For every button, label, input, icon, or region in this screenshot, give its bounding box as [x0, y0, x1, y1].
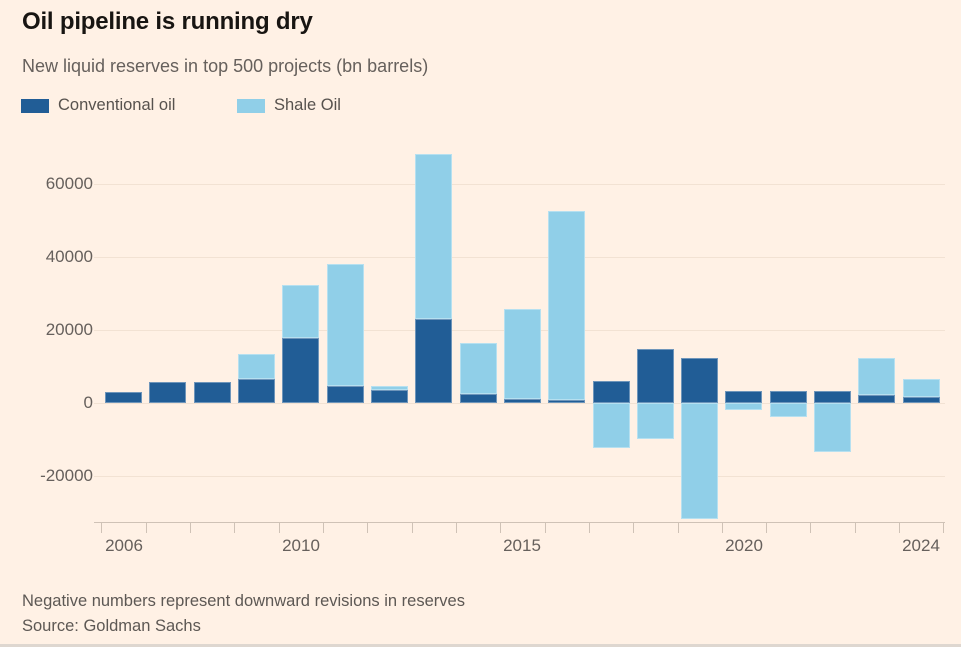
bar-conventional-2016: [548, 400, 585, 403]
bar-conventional-2008: [194, 382, 231, 403]
bar-shale-2016: [548, 211, 585, 401]
legend-label: Shale Oil: [274, 96, 341, 114]
legend-label: Conventional oil: [58, 96, 176, 114]
conventional-oil-swatch-icon: [21, 98, 49, 113]
bar-conventional-2007: [149, 381, 186, 403]
x-axis-tick: [589, 523, 590, 533]
y-axis-label: 0: [83, 393, 93, 412]
bar-conventional-2010: [282, 337, 319, 403]
bar-conventional-2021: [770, 390, 807, 403]
x-axis-tick: [855, 523, 856, 533]
bar-conventional-2020: [725, 390, 762, 403]
legend-item-conventional-oil: Conventional oil: [21, 96, 175, 115]
x-axis-tick: [545, 523, 546, 533]
bar-shale-2009: [238, 354, 275, 379]
bar-conventional-2015: [504, 398, 541, 403]
x-axis-tick: [500, 523, 501, 533]
x-axis-tick: [412, 523, 413, 533]
bar-shale-2019: [681, 403, 718, 520]
chart-title: Oil pipeline is running dry: [22, 8, 313, 35]
x-axis-tick: [943, 523, 944, 533]
bar-conventional-2023: [858, 395, 895, 403]
x-axis-tick: [101, 523, 102, 533]
x-axis-label-2020: 2020: [725, 536, 763, 555]
bar-conventional-2019: [681, 358, 718, 403]
x-axis-line: [94, 522, 945, 523]
gridline--20000: [94, 476, 945, 477]
x-axis-tick: [899, 523, 900, 533]
bar-conventional-2009: [238, 378, 275, 403]
bar-conventional-2022: [814, 390, 851, 403]
bar-conventional-2011: [327, 385, 364, 403]
gridline-0: [94, 403, 945, 404]
x-axis-tick: [456, 523, 457, 533]
x-axis-label-2015: 2015: [503, 536, 541, 555]
y-axis-label: 20000: [45, 320, 93, 339]
bar-conventional-2014: [460, 393, 497, 403]
shale-oil-swatch-icon: [237, 98, 265, 113]
bar-conventional-2018: [637, 349, 674, 403]
bar-conventional-2012: [371, 389, 408, 403]
x-axis-tick: [678, 523, 679, 533]
window-bottom-edge: [0, 644, 961, 647]
bar-shale-2015: [504, 309, 541, 399]
x-axis-tick: [633, 523, 634, 533]
bar-shale-2012: [371, 385, 408, 390]
chart-subtitle: New liquid reserves in top 500 projects …: [22, 56, 429, 76]
x-axis-tick: [367, 523, 368, 533]
bar-shale-2022: [814, 403, 851, 453]
legend-item-shale-oil: Shale Oil: [237, 96, 341, 115]
x-axis-tick: [766, 523, 767, 533]
x-axis-tick: [722, 523, 723, 533]
x-axis-tick: [279, 523, 280, 533]
bar-shale-2017: [593, 403, 630, 448]
bar-shale-2014: [460, 343, 497, 394]
x-axis-tick: [234, 523, 235, 533]
x-axis-label-2024: 2024: [902, 536, 940, 555]
footnote: Negative numbers represent downward revi…: [22, 592, 465, 610]
bar-conventional-2013: [415, 319, 452, 403]
gridline-40000: [94, 257, 945, 258]
x-axis-label-2010: 2010: [282, 536, 320, 555]
bar-conventional-2006: [105, 392, 142, 403]
x-axis-tick: [323, 523, 324, 533]
bar-shale-2020: [725, 403, 762, 410]
x-axis-label-2006: 2006: [105, 536, 143, 555]
gridline-60000: [94, 184, 945, 185]
bar-shale-2013: [415, 153, 452, 320]
x-axis-tick: [146, 523, 147, 533]
bar-shale-2021: [770, 403, 807, 417]
bar-shale-2024: [903, 378, 940, 397]
y-axis-label: 60000: [45, 174, 93, 193]
bar-conventional-2017: [593, 381, 630, 403]
x-axis-tick: [190, 523, 191, 533]
source-note: Source: Goldman Sachs: [22, 617, 201, 635]
bar-shale-2011: [327, 264, 364, 386]
bar-shale-2023: [858, 358, 895, 396]
x-axis-tick: [810, 523, 811, 533]
bar-shale-2010: [282, 284, 319, 338]
bar-conventional-2024: [903, 396, 940, 403]
y-axis-label: -20000: [40, 466, 93, 485]
bar-shale-2018: [637, 403, 674, 439]
y-axis-label: 40000: [45, 247, 93, 266]
